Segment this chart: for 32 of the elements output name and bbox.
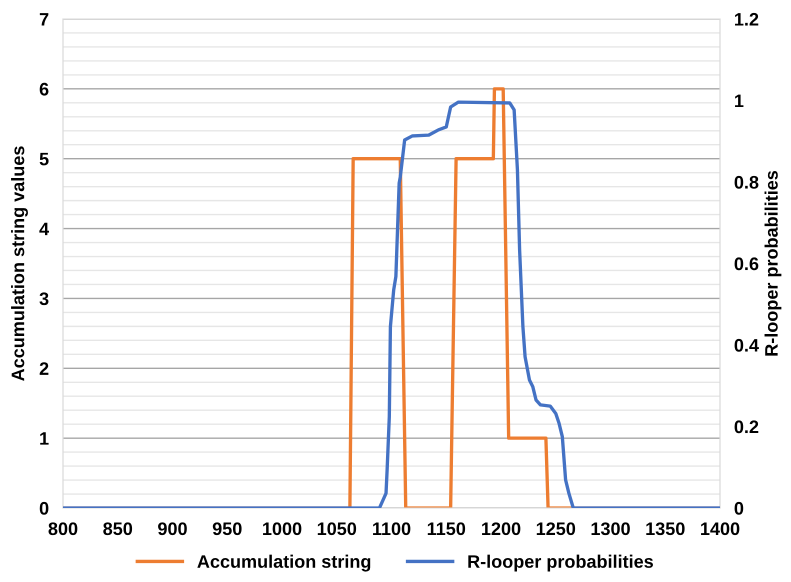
y-tick-label: 5: [40, 152, 49, 166]
x-tick-label: 1100: [373, 522, 410, 536]
x-tick-label: 1400: [701, 522, 740, 536]
x-tick-label: 1000: [263, 522, 302, 536]
x-tick-label: 850: [103, 522, 132, 536]
y2-tick-label: 0: [734, 502, 744, 515]
y-axis-title: Accumulation string values: [11, 146, 28, 381]
y-tick-label: 6: [40, 82, 48, 96]
x-tick-label: 950: [212, 522, 242, 536]
y-tick-label: 7: [40, 13, 48, 26]
y-tick-label: 2: [40, 362, 48, 375]
y2-tick-label: 0.6: [734, 257, 758, 270]
y-tick-label: 0: [40, 502, 48, 515]
legend-label: R-looper probabilities: [468, 554, 653, 572]
y2-tick-label: 0.4: [734, 338, 759, 352]
x-tick-label: 1300: [592, 522, 630, 536]
x-tick-label: 1050: [318, 522, 356, 536]
y2-axis-title: R-looper probabilities: [764, 170, 782, 356]
y2-tick-label: 0.2: [734, 420, 758, 434]
x-tick-label: 1250: [536, 522, 576, 536]
x-tick-label: 1150: [428, 522, 466, 536]
y2-tick-label: 1.2: [735, 12, 758, 26]
y-tick-label: 4: [39, 222, 50, 236]
x-tick-label: 1350: [646, 522, 685, 536]
y-tick-label: 3: [39, 292, 48, 306]
y2-tick-label: 0.8: [734, 176, 758, 189]
y-tick-label: 1: [40, 432, 49, 445]
x-tick-label: 1200: [482, 522, 520, 536]
legend-label: Accumulation string: [197, 554, 370, 572]
x-tick-label: 900: [158, 522, 187, 536]
y2-tick-label: 1: [735, 94, 744, 108]
x-tick-label: 800: [48, 522, 78, 536]
